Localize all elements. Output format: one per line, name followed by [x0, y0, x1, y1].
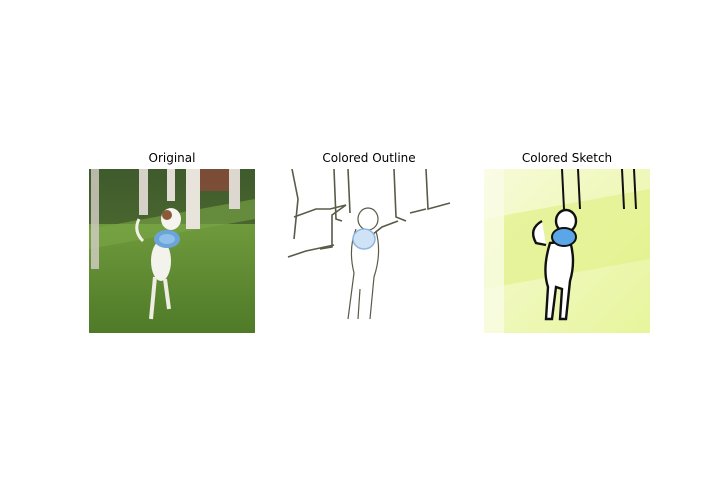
dog-figure — [135, 208, 181, 320]
panel-title-original: Original — [148, 151, 196, 165]
sketch-image — [484, 169, 650, 333]
panel-title-sketch: Colored Sketch — [521, 151, 613, 165]
panel-outline: Colored Outline — [286, 150, 452, 333]
panel-sketch: Colored Sketch — [484, 150, 650, 333]
original-photo — [89, 169, 255, 333]
panel-original: Original — [89, 150, 255, 333]
outline-image — [286, 169, 452, 333]
panel-title-outline: Colored Outline — [322, 151, 416, 165]
